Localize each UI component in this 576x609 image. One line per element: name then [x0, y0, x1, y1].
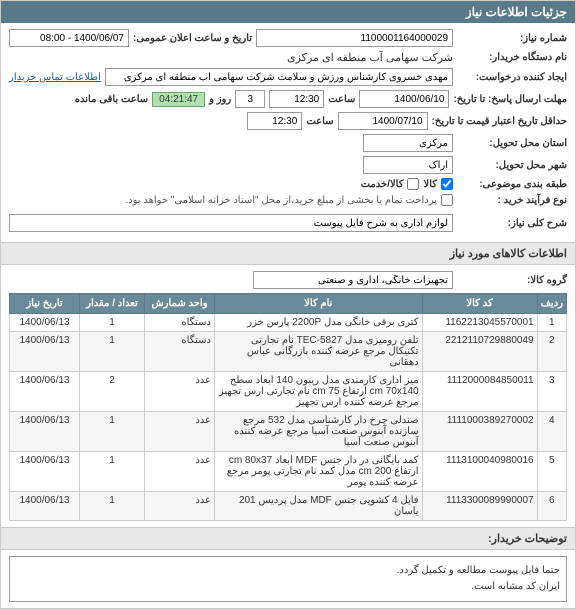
- cell-name: میز اداری کارمندی مدل ریبون 140 ابعاد سط…: [215, 372, 423, 412]
- countdown-badge: 04:21:47: [152, 92, 205, 107]
- req-number-input[interactable]: [256, 29, 453, 47]
- cell-name: تلفن رومیزی مدل TEC-5827 نام تجارتی تکنی…: [215, 332, 423, 372]
- cell-qty: 1: [80, 314, 145, 332]
- cell-date: 1400/06/13: [10, 314, 80, 332]
- validity-date-input[interactable]: [338, 112, 428, 130]
- city-label: شهر محل تحویل:: [457, 160, 567, 171]
- table-row[interactable]: 22212110729880049تلفن رومیزی مدل TEC-582…: [10, 332, 567, 372]
- cell-code: 1162213045570001: [422, 314, 537, 332]
- title-label: شرح کلی نیاز:: [457, 218, 567, 229]
- cell-code: 1113300089990007: [422, 492, 537, 521]
- cell-qty: 1: [80, 412, 145, 452]
- th-name: نام کالا: [215, 294, 423, 314]
- title-input[interactable]: [9, 214, 453, 232]
- details-panel: جزئیات اطلاعات نیاز شماره نیاز: تاریخ و …: [0, 0, 576, 609]
- cell-unit: دستگاه: [145, 332, 215, 372]
- cell-unit: عدد: [145, 452, 215, 492]
- desc-line-1: حتما فایل پیوست مطالعه و تکمیل گردد.: [16, 563, 560, 579]
- cell-name: کمد بایگانی در دار جنس MDF ابعاد cm 80x3…: [215, 452, 423, 492]
- cat-goods-label: کالا: [423, 179, 437, 190]
- partial-pay-note: پرداخت تمام یا بخشی از مبلغ خرید،از محل …: [125, 195, 437, 206]
- province-label: استان محل تحویل:: [457, 138, 567, 149]
- time-remaining-label: ساعت باقی مانده: [75, 94, 148, 105]
- cell-idx: 3: [537, 372, 566, 412]
- cell-unit: دستگاه: [145, 314, 215, 332]
- cell-unit: عدد: [145, 412, 215, 452]
- validity-label: حداقل تاریخ اعتبار قیمت تا تاریخ:: [432, 116, 567, 127]
- desc-line-2: ایران کد مشابه است.: [16, 579, 560, 595]
- requester-input[interactable]: [105, 68, 453, 86]
- time-label-2: ساعت: [306, 116, 333, 127]
- cell-date: 1400/06/13: [10, 332, 80, 372]
- buyer-name-label: نام دستگاه خریدار:: [457, 52, 567, 63]
- cell-date: 1400/06/13: [10, 412, 80, 452]
- deadline-time-input[interactable]: [269, 90, 324, 108]
- goods-table: ردیف کد کالا نام کالا واحد شمارش تعداد /…: [9, 293, 567, 521]
- th-idx: ردیف: [537, 294, 566, 314]
- cell-code: 2212110729880049: [422, 332, 537, 372]
- th-code: کد کالا: [422, 294, 537, 314]
- table-row[interactable]: 31112000084850011میز اداری کارمندی مدل ر…: [10, 372, 567, 412]
- cell-unit: عدد: [145, 372, 215, 412]
- table-row[interactable]: 41111000389270002صندلی چرخ دار کارشناسی …: [10, 412, 567, 452]
- buyer-name-value: شرکت سهامی آب منطقه ای مرکزی: [287, 51, 453, 64]
- cell-unit: عدد: [145, 492, 215, 521]
- cell-name: کتری برقی خانگی مدل 2200P پارس خزر: [215, 314, 423, 332]
- group-label: گروه کالا:: [457, 275, 567, 286]
- cat-service-label: کالا/خدمت: [361, 179, 404, 190]
- partial-pay-checkbox[interactable]: [441, 194, 453, 206]
- cell-date: 1400/06/13: [10, 452, 80, 492]
- announce-dt-label: تاریخ و ساعت اعلان عمومی:: [133, 33, 252, 44]
- cell-code: 1111000389270002: [422, 412, 537, 452]
- time-label-1: ساعت: [328, 94, 355, 105]
- th-unit: واحد شمارش: [145, 294, 215, 314]
- category-label: طبقه بندی موضوعی:: [457, 179, 567, 190]
- cell-idx: 6: [537, 492, 566, 521]
- cell-name: صندلی چرخ دار کارشناسی مدل 532 مرجع سازن…: [215, 412, 423, 452]
- group-input[interactable]: [253, 271, 453, 289]
- cell-code: 1113100040980016: [422, 452, 537, 492]
- table-row[interactable]: 51113100040980016کمد بایگانی در دار جنس …: [10, 452, 567, 492]
- table-row[interactable]: 61113300089990007فایل 4 کشویی جنس MDF مد…: [10, 492, 567, 521]
- th-qty: تعداد / مقدار: [80, 294, 145, 314]
- cell-idx: 2: [537, 332, 566, 372]
- description-box: حتما فایل پیوست مطالعه و تکمیل گردد. ایر…: [9, 556, 567, 602]
- days-remaining-input[interactable]: [235, 90, 265, 108]
- cat-goods-checkbox[interactable]: [441, 178, 453, 190]
- goods-section-header: اطلاعات کالاهای مورد نیاز: [1, 242, 575, 265]
- province-input[interactable]: [363, 134, 453, 152]
- days-unit-label: روز و: [209, 94, 231, 105]
- cell-idx: 5: [537, 452, 566, 492]
- cell-date: 1400/06/13: [10, 492, 80, 521]
- panel-title: جزئیات اطلاعات نیاز: [1, 1, 575, 23]
- deadline-date-input[interactable]: [359, 90, 449, 108]
- requester-label: ایجاد کننده درخواست:: [457, 72, 567, 83]
- cat-service-checkbox[interactable]: [407, 178, 419, 190]
- cell-qty: 1: [80, 332, 145, 372]
- form-body: شماره نیاز: تاریخ و ساعت اعلان عمومی: نا…: [1, 23, 575, 242]
- cell-code: 1112000084850011: [422, 372, 537, 412]
- validity-time-input[interactable]: [247, 112, 302, 130]
- th-date: تاریخ نیاز: [10, 294, 80, 314]
- cell-name: فایل 4 کشویی جنس MDF مدل پردیس 201 یاسان: [215, 492, 423, 521]
- announce-dt-input[interactable]: [9, 29, 129, 47]
- cell-qty: 2: [80, 372, 145, 412]
- purchase-type-label: نوع فرآیند خرید :: [457, 195, 567, 206]
- desc-section-header: توضیحات خریدار:: [1, 527, 575, 550]
- cell-qty: 1: [80, 452, 145, 492]
- req-number-label: شماره نیاز:: [457, 33, 567, 44]
- city-input[interactable]: [363, 156, 453, 174]
- cell-idx: 4: [537, 412, 566, 452]
- table-row[interactable]: 11162213045570001کتری برقی خانگی مدل 220…: [10, 314, 567, 332]
- cell-qty: 1: [80, 492, 145, 521]
- deadline-label: مهلت ارسال پاسخ: تا تاریخ:: [453, 94, 567, 105]
- cell-date: 1400/06/13: [10, 372, 80, 412]
- buyer-contact-link[interactable]: اطلاعات تماس خریدار: [9, 72, 101, 83]
- cell-idx: 1: [537, 314, 566, 332]
